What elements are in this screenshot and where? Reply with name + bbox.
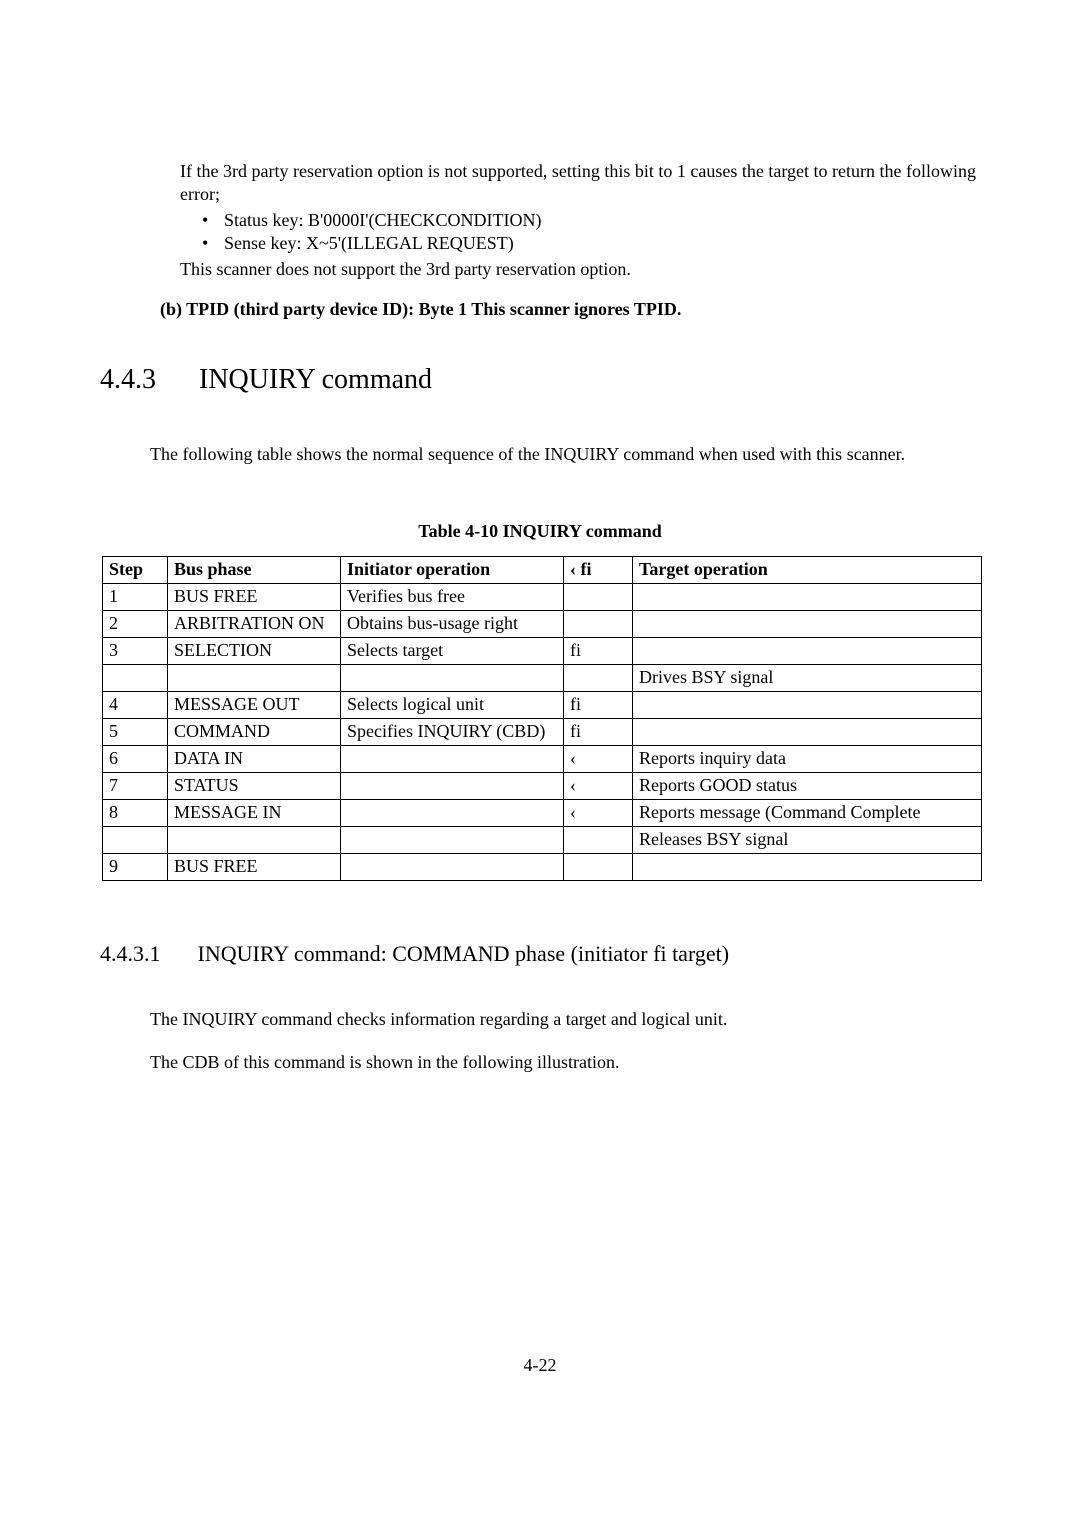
td-target [633, 637, 982, 664]
subsection-heading: 4.4.3.1 INQUIRY command: COMMAND phase (… [100, 941, 980, 967]
td-init [341, 664, 564, 691]
td-arrow: fi [564, 718, 633, 745]
inquiry-table: Step Bus phase Initiator operation ‹ fi … [102, 556, 982, 881]
td-step [103, 664, 168, 691]
section-title: INQUIRY command [199, 364, 432, 395]
td-bus [168, 826, 341, 853]
td-init [341, 745, 564, 772]
td-bus: BUS FREE [168, 583, 341, 610]
td-bus: STATUS [168, 772, 341, 799]
td-step: 4 [103, 691, 168, 718]
td-arrow [564, 583, 633, 610]
section-number: 4.4.3 [100, 364, 192, 396]
td-step: 5 [103, 718, 168, 745]
td-target [633, 583, 982, 610]
th-step: Step [103, 556, 168, 583]
table-row: 7STATUS ‹Reports GOOD status [103, 772, 982, 799]
subsection-p2: The CDB of this command is shown in the … [150, 1052, 980, 1073]
td-step: 8 [103, 799, 168, 826]
table-row: 4MESSAGE OUTSelects logical unitfi [103, 691, 982, 718]
subsection-p1: The INQUIRY command checks information r… [150, 1009, 980, 1030]
item-b: (b) TPID (third party device ID): Byte 1… [160, 299, 980, 320]
td-init [341, 826, 564, 853]
table-row: 9BUS FREE [103, 853, 982, 880]
td-init [341, 853, 564, 880]
table-row: 2ARBITRATION ONObtains bus-usage right [103, 610, 982, 637]
intro-block: If the 3rd party reservation option is n… [180, 160, 980, 281]
td-bus: ARBITRATION ON [168, 610, 341, 637]
table-row: 8MESSAGE IN ‹Reports message (Command Com… [103, 799, 982, 826]
td-arrow: ‹ [564, 745, 633, 772]
th-target: Target operation [633, 556, 982, 583]
th-init: Initiator operation [341, 556, 564, 583]
table-row: 3SELECTIONSelects targetfi [103, 637, 982, 664]
table-row: Releases BSY signal [103, 826, 982, 853]
td-bus: MESSAGE IN [168, 799, 341, 826]
subsection-number: 4.4.3.1 [100, 941, 192, 967]
td-step: 7 [103, 772, 168, 799]
td-step: 3 [103, 637, 168, 664]
td-step: 6 [103, 745, 168, 772]
td-step [103, 826, 168, 853]
page-content: If the 3rd party reservation option is n… [100, 160, 980, 1073]
td-step: 2 [103, 610, 168, 637]
td-target: Drives BSY signal [633, 664, 982, 691]
td-target [633, 853, 982, 880]
table-header-row: Step Bus phase Initiator operation ‹ fi … [103, 556, 982, 583]
td-target: Reports GOOD status [633, 772, 982, 799]
td-arrow [564, 664, 633, 691]
table-row: 6DATA IN ‹Reports inquiry data [103, 745, 982, 772]
td-bus: SELECTION [168, 637, 341, 664]
td-target [633, 718, 982, 745]
td-bus: DATA IN [168, 745, 341, 772]
td-bus: COMMAND [168, 718, 341, 745]
td-arrow: ‹ [564, 772, 633, 799]
td-init: Specifies INQUIRY (CBD) [341, 718, 564, 745]
td-step: 9 [103, 853, 168, 880]
td-arrow [564, 610, 633, 637]
intro-bullet-2: Sense key: X~5'(ILLEGAL REQUEST) [202, 232, 980, 255]
subsection-title: INQUIRY command: COMMAND phase (initiato… [198, 941, 730, 966]
table-row: 1BUS FREEVerifies bus free [103, 583, 982, 610]
td-arrow [564, 853, 633, 880]
td-target: Reports message (Command Complete [633, 799, 982, 826]
th-arrow: ‹ fi [564, 556, 633, 583]
td-init: Selects logical unit [341, 691, 564, 718]
td-init [341, 772, 564, 799]
intro-p2: This scanner does not support the 3rd pa… [180, 258, 980, 281]
td-arrow: ‹ [564, 799, 633, 826]
table-row: 5COMMANDSpecifies INQUIRY (CBD)fi [103, 718, 982, 745]
td-init: Obtains bus-usage right [341, 610, 564, 637]
td-target: Reports inquiry data [633, 745, 982, 772]
td-bus [168, 664, 341, 691]
td-step: 1 [103, 583, 168, 610]
td-target [633, 610, 982, 637]
td-init: Selects target [341, 637, 564, 664]
td-target: Releases BSY signal [633, 826, 982, 853]
td-arrow: fi [564, 691, 633, 718]
td-arrow: fi [564, 637, 633, 664]
table-caption: Table 4-10 INQUIRY command [100, 521, 980, 542]
section-intro: The following table shows the normal seq… [150, 444, 980, 465]
intro-bullets: Status key: B'0000I'(CHECKCONDITION) Sen… [202, 209, 980, 256]
td-bus: BUS FREE [168, 853, 341, 880]
table-row: Drives BSY signal [103, 664, 982, 691]
td-init [341, 799, 564, 826]
td-arrow [564, 826, 633, 853]
td-target [633, 691, 982, 718]
td-bus: MESSAGE OUT [168, 691, 341, 718]
intro-p1: If the 3rd party reservation option is n… [180, 160, 980, 207]
page-number: 4-22 [0, 1355, 1080, 1376]
intro-bullet-1: Status key: B'0000I'(CHECKCONDITION) [202, 209, 980, 232]
th-bus: Bus phase [168, 556, 341, 583]
section-heading: 4.4.3 INQUIRY command [100, 364, 980, 396]
td-init: Verifies bus free [341, 583, 564, 610]
